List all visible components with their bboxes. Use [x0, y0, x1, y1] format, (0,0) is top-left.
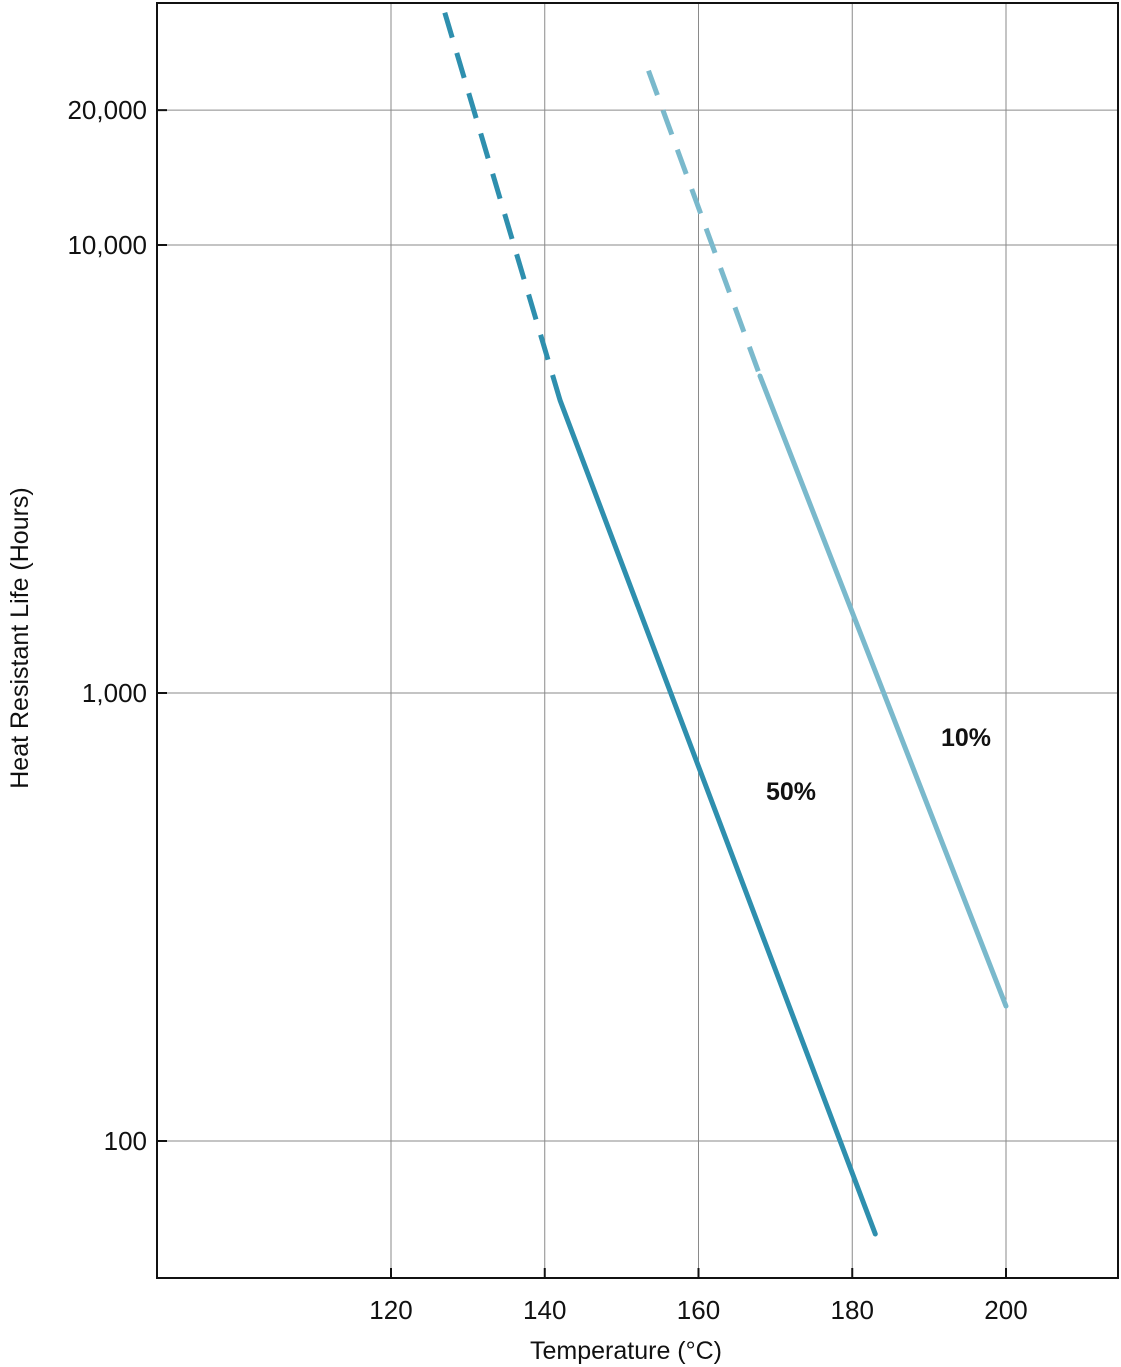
x-axis-title: Temperature (°C)	[530, 1337, 722, 1365]
y-tick-label: 20,000	[67, 95, 147, 125]
y-tick-label: 100	[104, 1126, 147, 1156]
grid-lines	[157, 3, 1118, 1278]
y-tick-label: 1,000	[82, 678, 147, 708]
x-tick-label: 180	[831, 1295, 874, 1325]
series-line-dashed	[442, 11, 563, 402]
plot-frame	[156, 2, 1119, 1279]
tick-labels: 120 140 160 180 200 100 1,000 10,000 20,000	[67, 95, 1027, 1325]
series-layer	[442, 11, 1009, 1237]
x-tick-label: 160	[677, 1295, 720, 1325]
y-axis-title: Heat Resistant Life (Hours)	[6, 487, 34, 789]
series-line-solid	[557, 397, 878, 1237]
series-line-dashed	[646, 69, 763, 377]
x-tick-label: 200	[984, 1295, 1027, 1325]
series-line-solid	[757, 373, 1009, 1009]
x-tick-label: 120	[369, 1295, 412, 1325]
series-label: 10%	[941, 724, 991, 752]
x-tick-label: 140	[523, 1295, 566, 1325]
series-labels: 50% 10%	[766, 724, 991, 806]
series-label: 50%	[766, 778, 816, 806]
y-tick-label: 10,000	[67, 230, 147, 260]
